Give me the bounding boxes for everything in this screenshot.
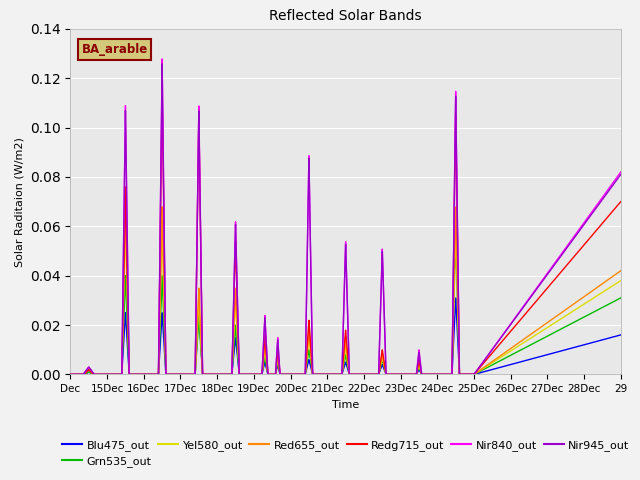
Yel580_out — [617, 278, 625, 284]
Nir945_out — [158, 61, 166, 67]
Nir945_out — [617, 171, 625, 177]
Nir840_out — [609, 180, 617, 185]
Redg715_out — [67, 372, 74, 377]
Nir840_out — [560, 248, 568, 253]
Nir945_out — [616, 173, 623, 179]
Yel580_out — [67, 372, 74, 377]
Blu475_out — [617, 332, 625, 338]
Red655_out — [67, 372, 74, 377]
Grn535_out — [452, 231, 460, 237]
Y-axis label: Solar Raditaion (W/m2): Solar Raditaion (W/m2) — [14, 137, 24, 266]
Blu475_out — [314, 372, 322, 377]
Grn535_out — [67, 372, 74, 377]
Grn535_out — [617, 295, 625, 301]
Line: Nir945_out: Nir945_out — [70, 64, 621, 374]
Nir945_out — [560, 249, 568, 255]
Nir840_out — [67, 372, 74, 377]
Nir945_out — [67, 372, 74, 377]
Yel580_out — [418, 372, 426, 377]
Line: Yel580_out: Yel580_out — [70, 227, 621, 374]
Nir945_out — [418, 372, 426, 377]
Red655_out — [560, 308, 568, 314]
Nir840_out — [418, 372, 426, 377]
Nir840_out — [617, 169, 625, 175]
Yel580_out — [616, 278, 623, 284]
Grn535_out — [545, 333, 552, 338]
Redg715_out — [560, 265, 568, 271]
Blu475_out — [560, 348, 568, 353]
Redg715_out — [314, 372, 322, 377]
Red655_out — [609, 273, 617, 279]
Yel580_out — [545, 324, 552, 330]
Line: Red655_out: Red655_out — [70, 207, 621, 374]
Grn535_out — [314, 372, 322, 377]
Nir840_out — [616, 171, 623, 177]
Text: BA_arable: BA_arable — [81, 43, 148, 56]
Legend: Blu475_out, Grn535_out, Yel580_out, Red655_out, Redg715_out, Nir840_out, Nir945_: Blu475_out, Grn535_out, Yel580_out, Red6… — [58, 435, 634, 471]
Redg715_out — [545, 284, 552, 289]
Blu475_out — [67, 372, 74, 377]
Nir840_out — [545, 268, 552, 274]
Yel580_out — [560, 314, 568, 320]
Grn535_out — [609, 299, 617, 305]
Nir945_out — [545, 270, 552, 276]
Line: Blu475_out: Blu475_out — [70, 298, 621, 374]
Red655_out — [314, 372, 322, 377]
Redg715_out — [158, 88, 166, 94]
Red655_out — [418, 372, 426, 377]
Red655_out — [616, 269, 623, 275]
Grn535_out — [560, 324, 568, 330]
X-axis label: Time: Time — [332, 400, 359, 409]
Nir945_out — [314, 372, 322, 377]
Blu475_out — [545, 351, 552, 357]
Grn535_out — [418, 372, 426, 377]
Nir840_out — [158, 56, 166, 62]
Redg715_out — [609, 207, 617, 213]
Line: Grn535_out: Grn535_out — [70, 234, 621, 374]
Grn535_out — [616, 296, 623, 301]
Blu475_out — [452, 295, 460, 301]
Yel580_out — [314, 372, 322, 377]
Line: Nir840_out: Nir840_out — [70, 59, 621, 374]
Yel580_out — [122, 224, 129, 229]
Yel580_out — [609, 283, 617, 288]
Nir945_out — [609, 182, 617, 188]
Blu475_out — [616, 332, 623, 338]
Red655_out — [122, 204, 129, 210]
Nir840_out — [314, 372, 322, 377]
Title: Reflected Solar Bands: Reflected Solar Bands — [269, 10, 422, 24]
Blu475_out — [609, 334, 617, 340]
Redg715_out — [418, 372, 426, 377]
Red655_out — [617, 268, 625, 274]
Line: Redg715_out: Redg715_out — [70, 91, 621, 374]
Redg715_out — [616, 200, 623, 206]
Redg715_out — [617, 199, 625, 204]
Red655_out — [545, 319, 552, 324]
Blu475_out — [418, 372, 426, 377]
